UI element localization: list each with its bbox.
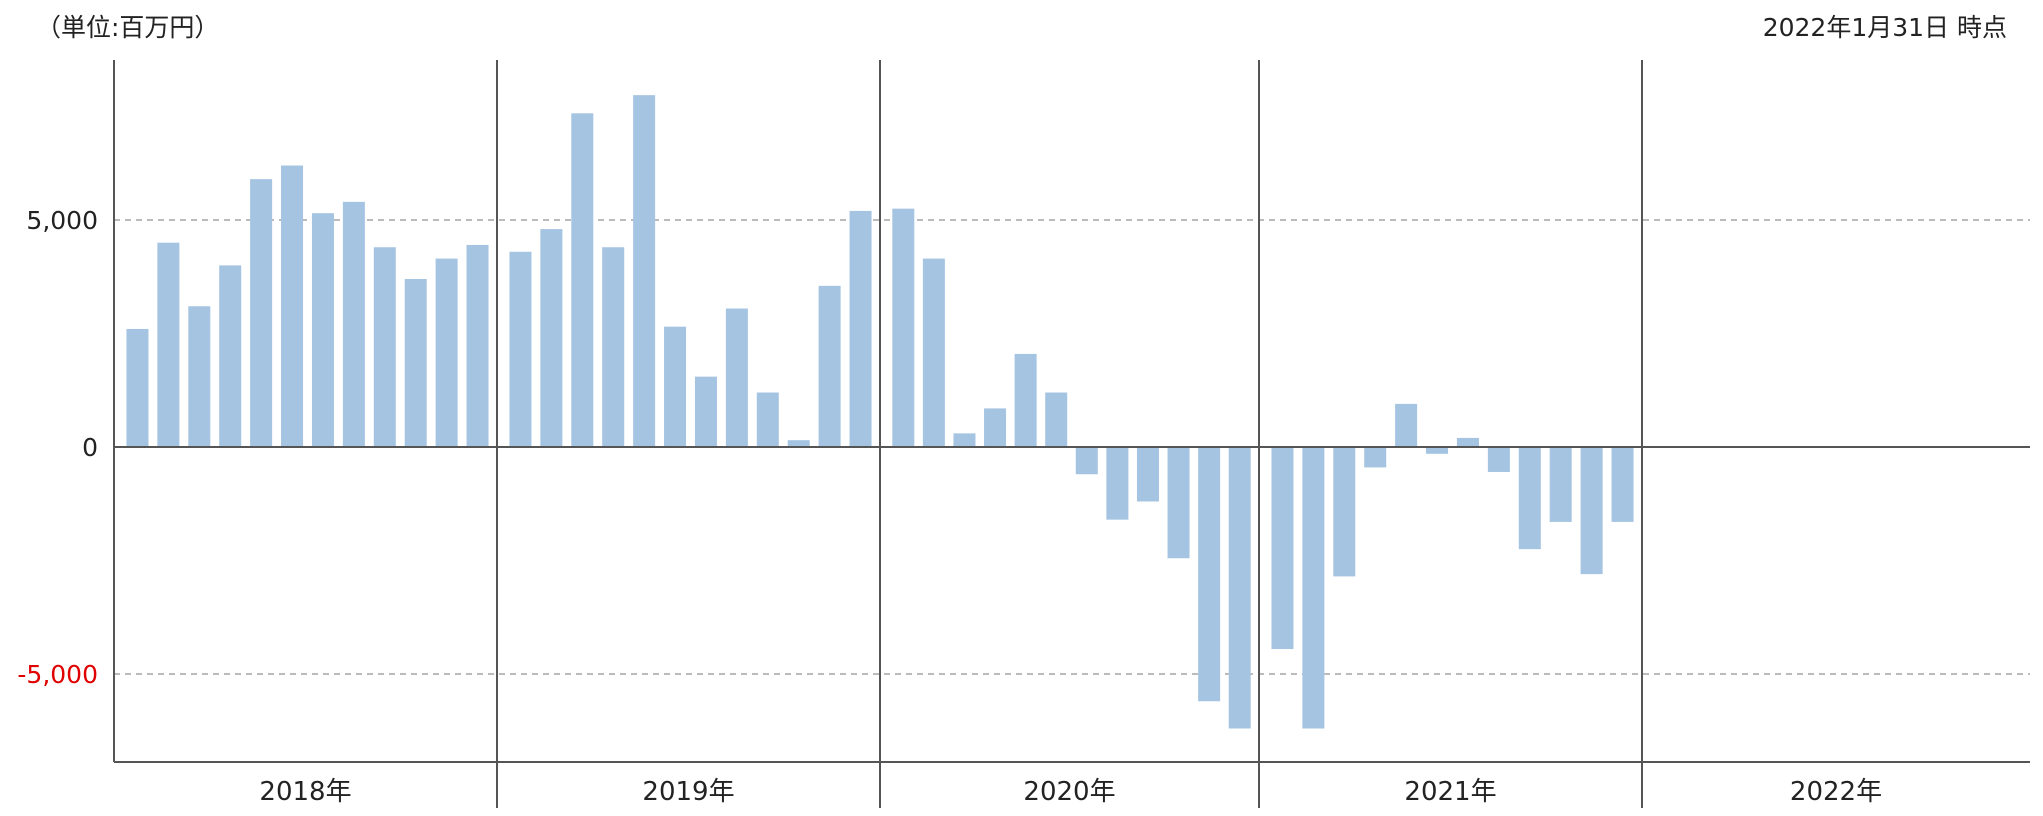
bar xyxy=(404,279,427,447)
bar xyxy=(126,328,149,447)
bar xyxy=(466,244,489,447)
y-tick-label: 5,000 xyxy=(26,206,98,235)
bar xyxy=(342,201,365,447)
bar xyxy=(311,213,334,447)
bar xyxy=(953,433,976,447)
bar xyxy=(984,408,1007,447)
bar xyxy=(1333,447,1356,577)
bar xyxy=(1136,447,1159,502)
bar xyxy=(435,258,458,447)
bar xyxy=(1106,447,1129,520)
bar xyxy=(1075,447,1098,475)
bar xyxy=(250,179,273,447)
y-tick-label: 0 xyxy=(82,433,98,462)
bar xyxy=(849,210,872,447)
bar xyxy=(756,392,779,447)
bar xyxy=(188,306,211,447)
x-year-label: 2022年 xyxy=(1790,777,1882,807)
bar xyxy=(157,242,180,447)
y-tick-label: -5,000 xyxy=(17,660,98,689)
bar xyxy=(219,265,242,447)
bar xyxy=(1580,447,1603,575)
bar xyxy=(1302,447,1325,729)
bar xyxy=(281,165,304,447)
date-note: 2022年1月31日 時点 xyxy=(1762,13,2007,42)
bar xyxy=(509,251,532,447)
bar xyxy=(633,95,656,448)
bar xyxy=(922,258,945,447)
bar xyxy=(540,229,563,447)
bar xyxy=(1014,353,1037,447)
bar xyxy=(1228,447,1251,729)
x-year-label: 2019年 xyxy=(642,777,734,807)
bar xyxy=(1395,403,1418,447)
bar xyxy=(1518,447,1541,550)
bar xyxy=(818,285,841,447)
unit-note: （単位:百万円） xyxy=(36,13,220,42)
x-year-label: 2018年 xyxy=(259,777,351,807)
bar xyxy=(892,208,915,447)
bar xyxy=(664,326,687,447)
bar xyxy=(602,247,625,447)
bar xyxy=(1426,447,1449,454)
bar xyxy=(1045,392,1068,447)
bar xyxy=(1271,447,1294,650)
x-year-label: 2020年 xyxy=(1023,777,1115,807)
bar xyxy=(373,247,396,447)
x-year-label: 2021年 xyxy=(1404,777,1496,807)
bar xyxy=(571,113,594,447)
bar xyxy=(1167,447,1190,559)
bar xyxy=(1198,447,1221,702)
bar xyxy=(725,308,748,447)
bar xyxy=(694,376,717,447)
bar xyxy=(787,440,810,447)
bar xyxy=(1549,447,1572,522)
bar xyxy=(1611,447,1634,522)
bar xyxy=(1364,447,1387,468)
bar xyxy=(1456,437,1479,447)
bar xyxy=(1487,447,1510,472)
